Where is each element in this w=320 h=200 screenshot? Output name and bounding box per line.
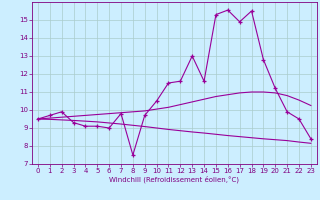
X-axis label: Windchill (Refroidissement éolien,°C): Windchill (Refroidissement éolien,°C) xyxy=(109,176,239,183)
